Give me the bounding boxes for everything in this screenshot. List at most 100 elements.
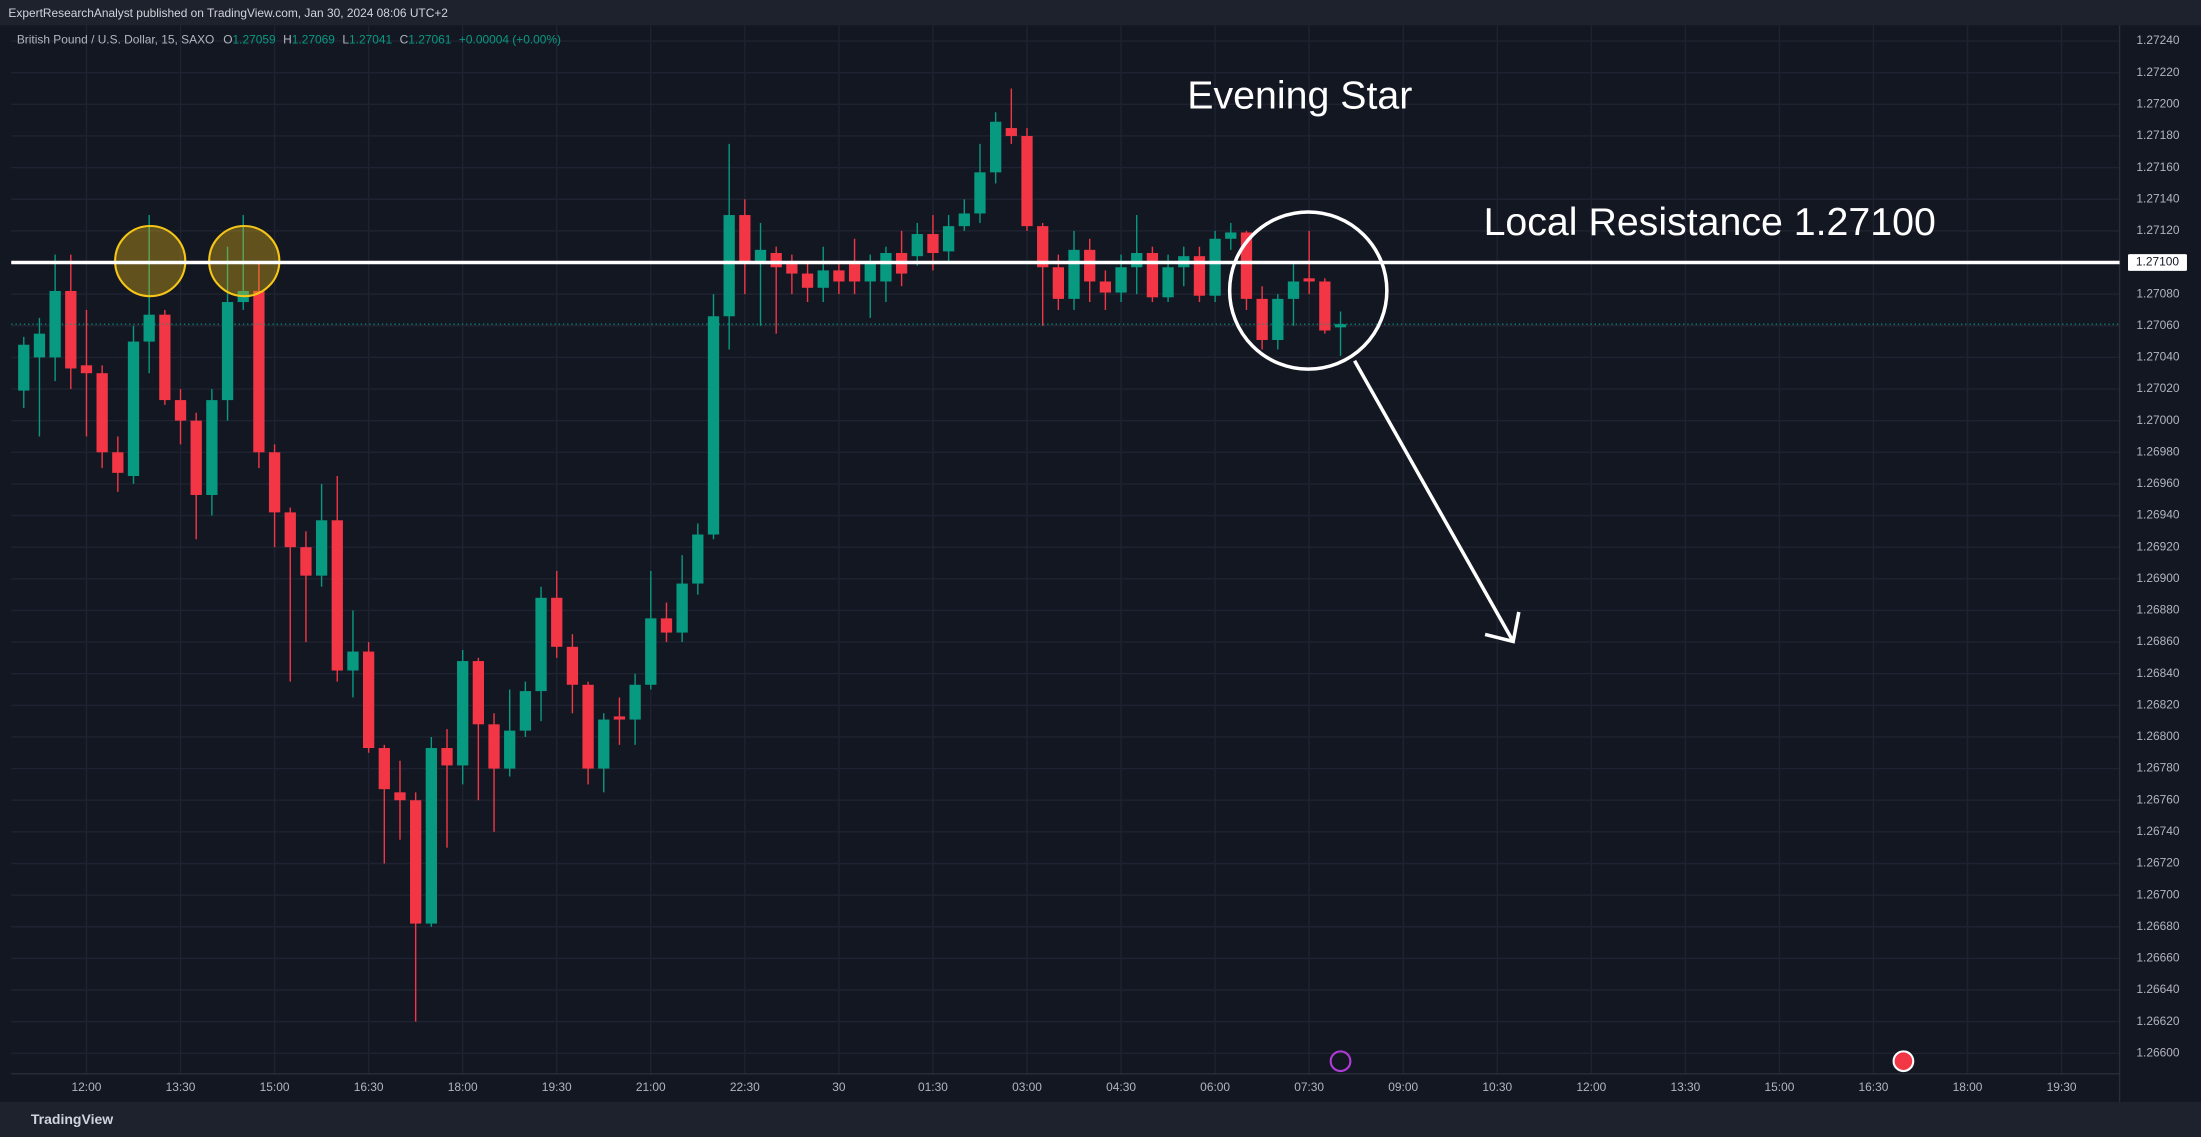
- candle-body: [990, 121, 1002, 173]
- y-tick-label: 1.27080: [2136, 286, 2179, 300]
- candle-body: [49, 290, 61, 358]
- y-tick-label: 1.26720: [2136, 856, 2179, 870]
- candle-body: [112, 452, 124, 473]
- y-tick-label: 1.26900: [2136, 571, 2179, 585]
- candle-body: [519, 691, 532, 731]
- candle-body: [96, 373, 108, 453]
- candle-body: [1303, 278, 1315, 282]
- candle-body: [801, 273, 814, 288]
- y-tick-label: 1.26980: [2136, 444, 2179, 458]
- y-tick-label: 1.27040: [2136, 350, 2179, 364]
- x-tick-label: 10:30: [1482, 1080, 1512, 1094]
- candle-body: [958, 213, 970, 227]
- y-tick-label: 1.26760: [2136, 792, 2179, 806]
- candle-body: [613, 716, 626, 720]
- x-tick-label: 04:30: [1106, 1080, 1136, 1094]
- candle-body: [33, 333, 46, 358]
- candle-body: [598, 719, 610, 769]
- y-tick-label: 1.27220: [2136, 65, 2179, 79]
- event-icon[interactable]: [1892, 1050, 1915, 1073]
- candle-body: [676, 583, 688, 633]
- candle-body: [1209, 238, 1221, 296]
- candle-body: [1099, 281, 1112, 293]
- y-tick-label: 1.27240: [2136, 33, 2179, 47]
- x-tick-label: 12:00: [1576, 1080, 1606, 1094]
- candle-body: [911, 234, 923, 257]
- y-tick-label: 1.26920: [2136, 539, 2179, 553]
- candle-body: [974, 172, 986, 214]
- ohlc-value: 1.27061: [408, 33, 451, 47]
- y-tick-label: 1.27120: [2136, 223, 2179, 237]
- candle-body: [1319, 281, 1331, 331]
- candle-body: [80, 365, 93, 374]
- x-tick-label: 19:30: [542, 1080, 572, 1094]
- x-tick-label: 07:30: [1294, 1080, 1324, 1094]
- price-label: 1.27100: [2136, 255, 2179, 269]
- candle-body: [1115, 267, 1127, 293]
- candle-body: [18, 344, 30, 391]
- x-tick-label: 06:00: [1200, 1080, 1230, 1094]
- candle-body: [833, 270, 845, 282]
- symbol: British Pound / U.S. Dollar, 15, SAXO O1…: [17, 33, 561, 47]
- candles: [11, 88, 2120, 1022]
- event-icon[interactable]: [1329, 1050, 1352, 1073]
- candle-body: [739, 215, 751, 265]
- candle-body: [1272, 298, 1284, 340]
- y-tick-label: 1.27020: [2136, 381, 2179, 395]
- change: +0.00004 (+0.00%): [459, 33, 561, 47]
- candle-body: [927, 234, 939, 254]
- y-tick-label: 1.27160: [2136, 160, 2179, 174]
- candle-body: [754, 249, 767, 265]
- y-tick-label: 1.26880: [2136, 603, 2179, 617]
- pattern-circle: [1227, 210, 1389, 371]
- annotation: Local Resistance 1.27100: [1484, 200, 1936, 244]
- x-tick-label: 09:00: [1388, 1080, 1418, 1094]
- candle-body: [1240, 232, 1253, 299]
- x-tick-label: 19:30: [2047, 1080, 2077, 1094]
- candle-body: [582, 684, 594, 769]
- candle-body: [864, 264, 876, 282]
- candle-body: [942, 226, 955, 252]
- candle-body: [1131, 253, 1143, 268]
- x-tick-label: 16:30: [354, 1080, 384, 1094]
- y-tick-label: 1.26680: [2136, 919, 2179, 933]
- candle-body: [551, 597, 563, 647]
- candle-body: [362, 651, 375, 749]
- candle-body: [331, 520, 343, 671]
- y-tick-label: 1.26820: [2136, 697, 2179, 711]
- candle-body: [880, 253, 892, 282]
- x-tick-label: 16:30: [1859, 1080, 1889, 1094]
- x-tick-label: 15:00: [1765, 1080, 1795, 1094]
- candle-body: [441, 748, 453, 766]
- candle-body: [347, 651, 359, 671]
- candle-body: [786, 264, 798, 274]
- candle-body: [457, 661, 469, 766]
- y-tick-label: 1.26640: [2136, 982, 2179, 996]
- x-tick-label: 15:00: [260, 1080, 290, 1094]
- y-tick-label: 1.27140: [2136, 191, 2179, 205]
- candle-body: [425, 748, 437, 924]
- candle-body: [1005, 128, 1017, 136]
- candle-body: [284, 512, 296, 548]
- y-tick-label: 1.26800: [2136, 729, 2179, 743]
- candle-body: [1334, 324, 1347, 328]
- candle-body: [1052, 267, 1064, 299]
- candle-body: [268, 452, 281, 513]
- ohlc-letter: O: [223, 33, 232, 47]
- candle-body: [1146, 253, 1159, 298]
- publisher: ExpertResearchAnalyst published on Tradi…: [8, 6, 448, 20]
- y-tick-label: 1.27200: [2136, 97, 2179, 111]
- arrow: [1353, 359, 1521, 644]
- y-tick-label: 1.26740: [2136, 824, 2179, 838]
- ohlc-value: 1.27059: [233, 33, 276, 47]
- candle-body: [660, 618, 673, 633]
- y-tick-label: 1.26960: [2136, 476, 2179, 490]
- candle-body: [410, 800, 422, 924]
- x-tick-label: 03:00: [1012, 1080, 1042, 1094]
- candle-body: [143, 314, 155, 342]
- plot-background: [0, 25, 2201, 1102]
- candle-body: [488, 724, 500, 769]
- candle-body: [253, 290, 265, 453]
- y-tick-label: 1.26660: [2136, 951, 2179, 965]
